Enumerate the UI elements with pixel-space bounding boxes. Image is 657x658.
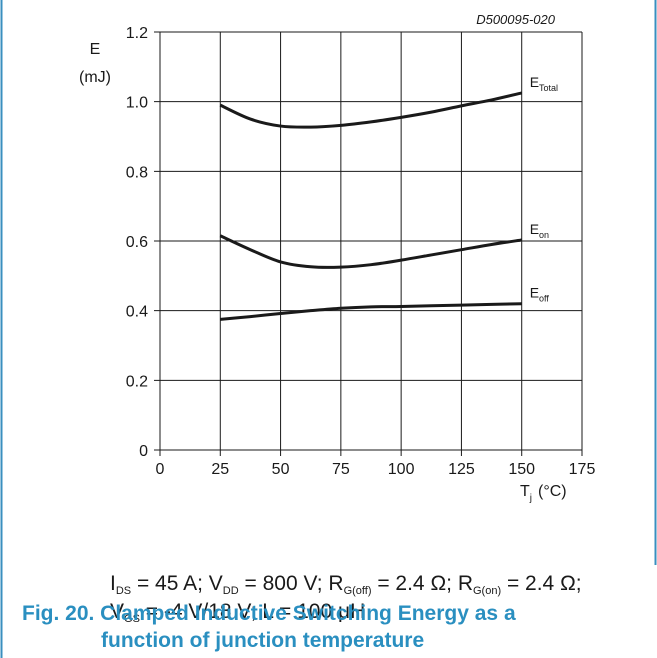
figure-caption: Fig. 20. Clamped Inductive Switching Ene…: [22, 600, 642, 654]
chart-grid: [154, 31, 583, 456]
y-tick-labels: 0 0.2 0.4 0.6 0.8 1.0 1.2: [126, 25, 148, 460]
y-tick-label: 1.0: [126, 95, 148, 112]
y-tick-label: 0: [139, 443, 148, 460]
caption-line-1: Fig. 20. Clamped Inductive Switching Ene…: [22, 602, 516, 625]
x-tick-label: 150: [508, 461, 535, 478]
series-label-total: ETotal: [530, 74, 558, 93]
x-tick-label: 0: [156, 461, 165, 478]
chart: 0 25 50 75 100 125 150 175 00.20.40.60.81.01.2 …: [79, 12, 596, 504]
x-tick-label: 50: [272, 461, 290, 478]
series-labels: ETotal Eon Eoff: [530, 74, 558, 304]
x-tick-label: 75: [332, 461, 350, 478]
chart-curves: [219, 91, 523, 321]
y-tick-label: 0.8: [126, 164, 148, 181]
series-label-off: Eoff: [530, 285, 550, 304]
x-tick-label: 175: [569, 461, 596, 478]
caption-line-2: function of junction temperature: [101, 629, 425, 652]
test-conditions: IDS = 45 A; VDD = 800 V; RG(off) = 2.4 Ω…: [110, 572, 582, 625]
x-tick-label: 125: [448, 461, 475, 478]
doc-id: D500095-020: [476, 12, 556, 27]
y-tick-label: 0.4: [126, 304, 148, 321]
x-tick-labels: 0 25 50 75 100 125 150 175: [156, 461, 596, 478]
y-tick-label: 0.6: [126, 234, 148, 251]
series-label-on: Eon: [530, 221, 549, 240]
y-axis-unit: (mJ): [79, 69, 111, 86]
series-line-off: [220, 302, 522, 321]
y-tick-label: 0.2: [126, 373, 148, 390]
y-axis-label: E: [90, 41, 101, 58]
series-line-on: [219, 234, 522, 269]
x-tick-label: 100: [388, 461, 415, 478]
x-axis-label: Tj (°C): [520, 483, 567, 504]
y-tick-label: 1.2: [126, 25, 148, 42]
x-tick-label: 25: [211, 461, 229, 478]
series-line-total: [219, 91, 523, 129]
